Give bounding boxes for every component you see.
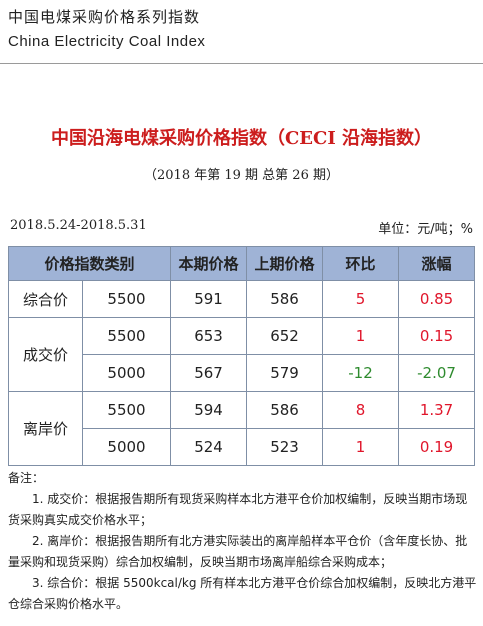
current-price-cell: 524 [170, 428, 248, 466]
previous-price-cell: 652 [246, 317, 324, 355]
brand-title-en: China Electricity Coal Index [8, 33, 206, 50]
table-row: 综合价 5500 591 586 5 0.85 [8, 280, 476, 318]
previous-price-cell: 586 [246, 280, 324, 318]
change-cell: 5 [322, 280, 400, 318]
grade-cell: 5000 [81, 354, 172, 392]
date-range: 2018.5.24-2018.5.31 [10, 218, 147, 233]
current-price-cell: 653 [170, 317, 248, 355]
grade-cell: 5000 [81, 428, 172, 466]
table-row: 成交价 5500 653 652 1 0.15 [8, 317, 476, 392]
change-cell: 1 [322, 317, 400, 355]
header-divider [0, 63, 483, 64]
previous-price-cell: 579 [246, 354, 324, 392]
grade-cell: 5500 [81, 280, 172, 318]
report-title: 中国沿海电煤采购价格指数（CECI 沿海指数） [50, 128, 433, 149]
notes-heading: 备注： [8, 471, 45, 485]
table-row: 离岸价 5500 594 586 8 1.37 [8, 391, 476, 466]
notes-section: 备注： 1. 成交价：根据报告期所有现货采购样本北方港平仓价加权编制，反映当期市… [8, 468, 478, 615]
previous-price-cell: 523 [246, 428, 324, 466]
previous-price-cell: 586 [246, 391, 324, 429]
pct-cell: 0.15 [398, 317, 476, 355]
note-item: 3. 综合价：根据 5500kcal/kg 所有样本北方港平仓价综合加权编制，反… [8, 576, 477, 611]
group-label: 成交价 [8, 317, 83, 392]
issue-subtitle: （2018 年第 19 期 总第 26 期） [144, 168, 339, 183]
change-cell: 8 [322, 391, 400, 429]
group-label: 离岸价 [8, 391, 83, 466]
col-header-previous: 上期价格 [246, 246, 324, 281]
current-price-cell: 591 [170, 280, 248, 318]
col-header-change: 环比 [322, 246, 400, 281]
change-cell: 1 [322, 428, 400, 466]
group-label: 综合价 [8, 280, 83, 318]
grade-cell: 5500 [81, 391, 172, 429]
price-index-table: 价格指数类别 本期价格 上期价格 环比 涨幅 综合价 5500 591 586 … [7, 246, 476, 466]
unit-label: 单位：元/吨；% [378, 222, 473, 237]
col-header-category: 价格指数类别 [7, 246, 172, 281]
current-price-cell: 567 [170, 354, 248, 392]
table-row: 5000 567 579 -12 -2.07 [9, 354, 476, 392]
pct-cell: -2.07 [398, 354, 476, 392]
brand-title-cn: 中国电煤采购价格系列指数 [8, 8, 201, 26]
col-header-current: 本期价格 [170, 246, 248, 281]
table-row: 5000 524 523 1 0.19 [9, 428, 476, 466]
grade-cell: 5500 [81, 317, 172, 355]
note-item: 2. 离岸价：根据报告期所有北方港实际装出的离岸船样本平仓价（含年度长协、批量采… [8, 534, 468, 569]
note-item: 1. 成交价：根据报告期所有现货采购样本北方港平仓价加权编制，反映当期市场现货采… [8, 492, 468, 527]
pct-cell: 1.37 [398, 391, 476, 429]
pct-cell: 0.19 [398, 428, 476, 466]
col-header-pct: 涨幅 [398, 246, 476, 281]
current-price-cell: 594 [170, 391, 248, 429]
table-header-row: 价格指数类别 本期价格 上期价格 环比 涨幅 [7, 246, 476, 281]
pct-cell: 0.85 [398, 280, 476, 318]
change-cell: -12 [322, 354, 400, 392]
